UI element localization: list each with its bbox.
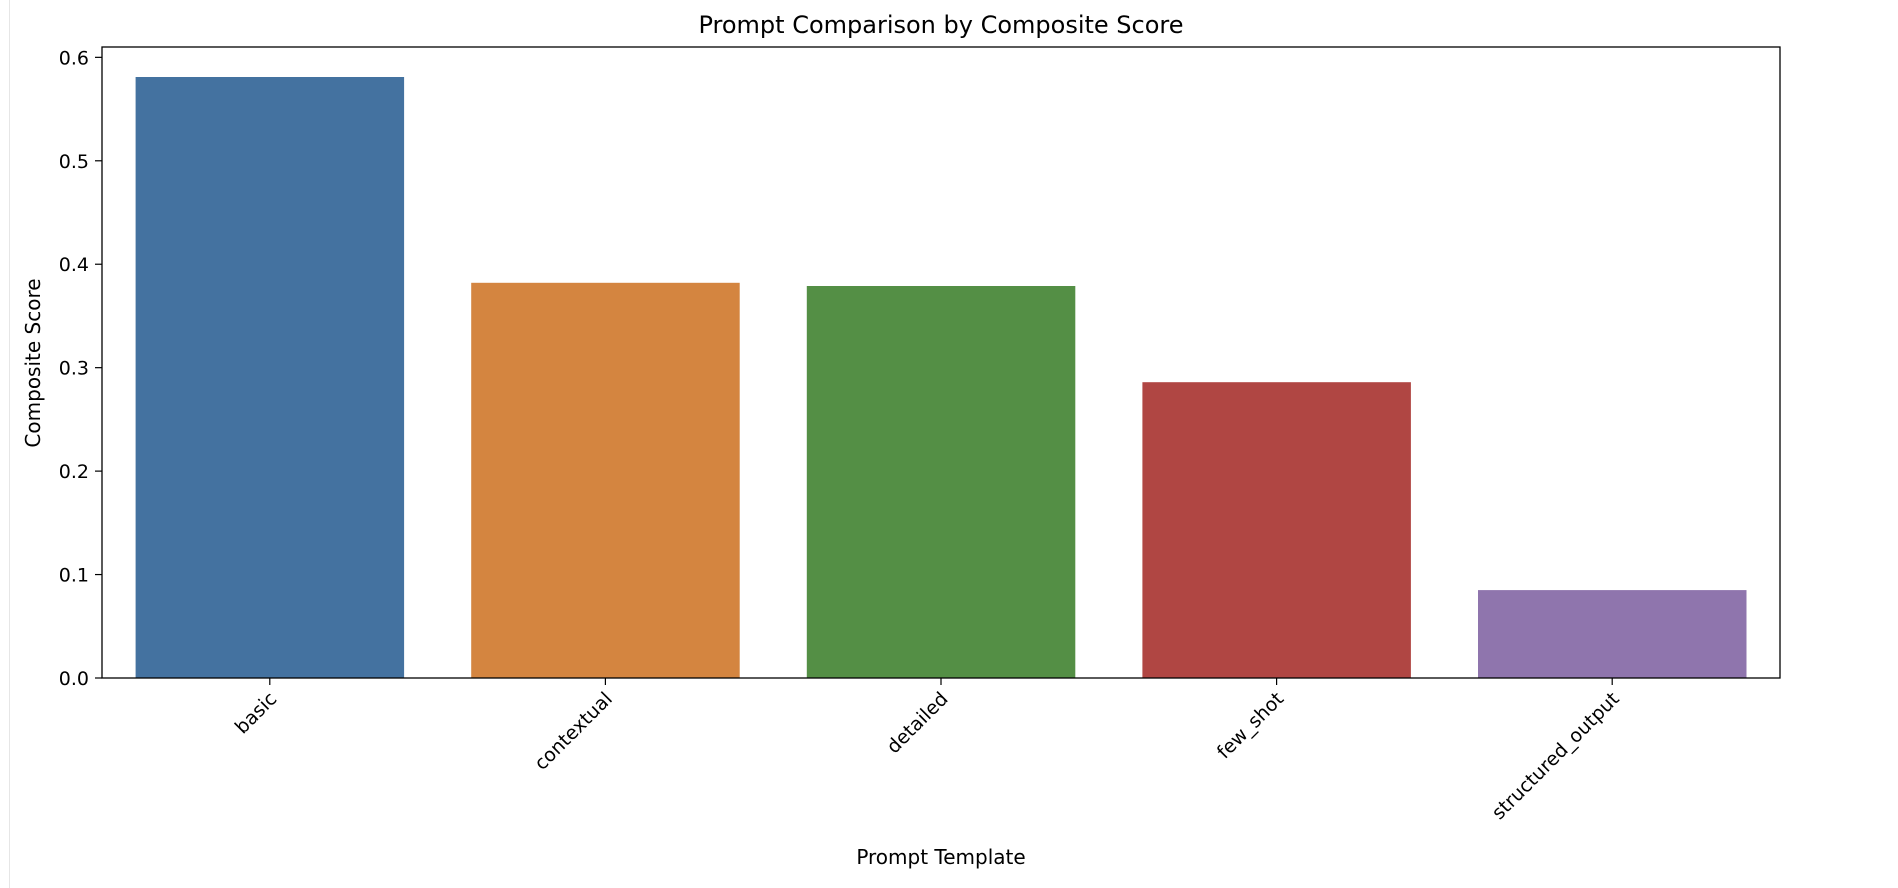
y-tick-label: 0.0 xyxy=(59,668,89,690)
y-tick-label: 0.1 xyxy=(59,565,89,587)
bar-structured_output xyxy=(1478,590,1747,678)
plot-frame xyxy=(101,46,1781,679)
x-tick-label-few_shot: few_shot xyxy=(1213,688,1288,763)
x-axis-label: Prompt Template xyxy=(856,845,1025,869)
y-tick-label: 0.3 xyxy=(59,358,89,380)
y-tick-label: 0.5 xyxy=(59,151,89,173)
y-tick-label: 0.6 xyxy=(59,47,89,69)
bars-layer xyxy=(135,77,1747,678)
left-frame-border xyxy=(9,0,10,888)
y-axis-label: Composite Score xyxy=(21,278,45,447)
x-tick-label-structured_output: structured_output xyxy=(1488,688,1624,824)
bar-detailed xyxy=(806,286,1076,678)
y-tick-label: 0.4 xyxy=(59,254,89,276)
bar-few_shot xyxy=(1142,382,1411,678)
x-tick-label-contextual: contextual xyxy=(530,688,617,775)
bar-basic xyxy=(135,77,405,678)
chart-title: Prompt Comparison by Composite Score xyxy=(698,11,1183,39)
y-tick-label: 0.2 xyxy=(59,461,89,483)
x-tick-label-detailed: detailed xyxy=(882,688,952,758)
bar-contextual xyxy=(471,282,740,678)
x-tick-label-basic: basic xyxy=(231,688,281,738)
